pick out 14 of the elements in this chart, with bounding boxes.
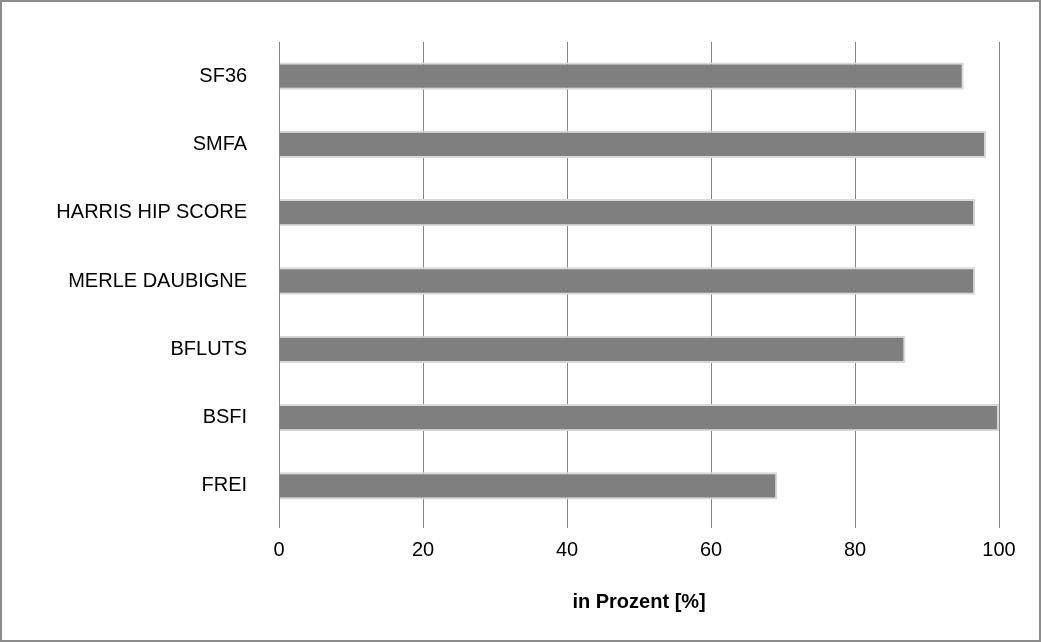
x-tick-label: 20 <box>411 537 435 560</box>
x-tick-label: 40 <box>555 537 579 560</box>
y-tick-label: HARRIS HIP SCORE <box>56 200 248 223</box>
x-tick-label: 60 <box>699 537 723 560</box>
x-axis-title: in Prozent [%] <box>572 589 706 612</box>
y-tick-label: SF36 <box>199 63 248 86</box>
x-tick-label: 80 <box>843 537 867 560</box>
y-tick-label: FREI <box>201 473 248 496</box>
y-tick-label: MERLE DAUBIGNE <box>68 268 248 291</box>
x-tick-label: 100 <box>982 537 1016 560</box>
y-tick-label: SMFA <box>192 131 248 154</box>
y-tick-label: BSFI <box>202 405 248 428</box>
x-tick-label: 0 <box>273 537 285 560</box>
y-tick-label: BFLUTS <box>170 336 248 359</box>
